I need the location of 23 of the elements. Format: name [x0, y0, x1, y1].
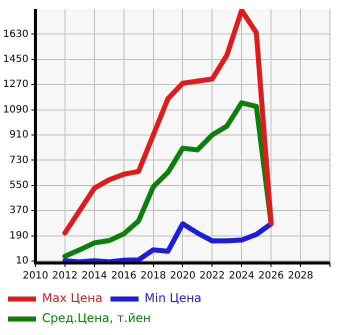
x-tick-label: 2016: [111, 270, 137, 282]
x-tick-label: 2022: [199, 270, 225, 282]
legend-label: Max Цена: [42, 291, 103, 306]
y-tick-label: 910: [9, 130, 28, 141]
x-tick-label: 2012: [52, 270, 78, 282]
legend-label: Min Цена: [144, 291, 202, 306]
y-tick-label: 10: [16, 256, 28, 267]
x-tick-label: 2014: [82, 270, 108, 282]
y-tick-label: 1270: [2, 79, 28, 90]
x-tick-label: 2028: [288, 270, 314, 282]
y-tick-label: 1630: [2, 28, 28, 40]
x-tick-label: 2018: [140, 270, 166, 282]
y-tick-label: 550: [9, 180, 28, 192]
y-tick-label: 190: [9, 230, 28, 242]
y-tick-label: 1450: [2, 54, 28, 65]
y-tick-label: 730: [9, 154, 28, 166]
y-tick-label: 1090: [2, 104, 28, 116]
x-tick-label: 2020: [170, 270, 196, 282]
y-tick-label: 370: [9, 205, 28, 216]
x-tick-label: 2026: [258, 270, 284, 282]
legend-label: Сред.Цена, т.йен: [42, 311, 151, 326]
x-tick-label: 2024: [228, 270, 254, 282]
x-tick-label: 2010: [22, 270, 48, 282]
